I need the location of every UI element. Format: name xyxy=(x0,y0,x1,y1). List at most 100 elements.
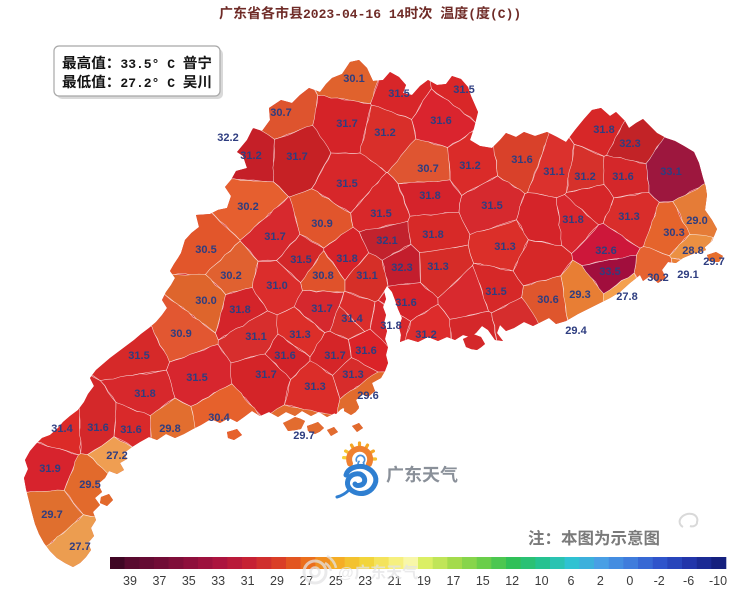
svg-text:29.7: 29.7 xyxy=(293,430,314,442)
svg-text:31.3: 31.3 xyxy=(427,261,448,273)
svg-text:31.5: 31.5 xyxy=(388,88,409,100)
svg-text:31.4: 31.4 xyxy=(341,313,363,325)
svg-text:32.3: 32.3 xyxy=(619,138,640,150)
svg-text:31.6: 31.6 xyxy=(612,171,633,183)
svg-text:31.2: 31.2 xyxy=(374,127,395,139)
svg-text:31.2: 31.2 xyxy=(459,160,480,172)
svg-text:33.5° C: 33.5° C xyxy=(120,57,182,72)
svg-text:31.3: 31.3 xyxy=(289,329,310,341)
svg-text:31.3: 31.3 xyxy=(342,369,363,381)
svg-text:31.1: 31.1 xyxy=(245,331,266,343)
svg-text:29.4: 29.4 xyxy=(565,325,587,337)
svg-text:31.4: 31.4 xyxy=(51,423,73,435)
svg-text:31.2: 31.2 xyxy=(574,171,595,183)
svg-text:6: 6 xyxy=(568,574,575,588)
svg-text:31.5: 31.5 xyxy=(481,200,502,212)
svg-text:29.3: 29.3 xyxy=(569,289,590,301)
svg-text:31: 31 xyxy=(241,574,255,588)
svg-text:31.7: 31.7 xyxy=(311,303,332,315)
svg-text:19: 19 xyxy=(417,574,431,588)
svg-text:30.7: 30.7 xyxy=(270,107,291,119)
svg-text:30.2: 30.2 xyxy=(647,272,668,284)
svg-text:28.8: 28.8 xyxy=(682,245,703,257)
svg-text:@: @ xyxy=(338,565,354,582)
svg-text:31.1: 31.1 xyxy=(356,270,377,282)
svg-text:15: 15 xyxy=(476,574,490,588)
svg-text:29.6: 29.6 xyxy=(357,390,378,402)
svg-text:29.0: 29.0 xyxy=(686,215,707,227)
svg-text:31.1: 31.1 xyxy=(543,166,564,178)
svg-text:31.8: 31.8 xyxy=(593,124,614,136)
svg-text:25: 25 xyxy=(329,574,343,588)
svg-text:31.6: 31.6 xyxy=(87,422,108,434)
svg-text:31.5: 31.5 xyxy=(128,350,149,362)
svg-text:31.8: 31.8 xyxy=(380,320,401,332)
svg-text:31.7: 31.7 xyxy=(264,231,285,243)
svg-text:31.7: 31.7 xyxy=(336,118,357,130)
svg-text:31.5: 31.5 xyxy=(290,254,311,266)
svg-text:30.8: 30.8 xyxy=(312,270,333,282)
svg-text:31.7: 31.7 xyxy=(324,350,345,362)
svg-text:29.7: 29.7 xyxy=(41,509,62,521)
svg-text:12: 12 xyxy=(505,574,519,588)
svg-text:31.5: 31.5 xyxy=(336,178,357,190)
svg-text:31.8: 31.8 xyxy=(419,190,440,202)
svg-text:31.5: 31.5 xyxy=(453,84,474,96)
svg-text:33: 33 xyxy=(211,574,225,588)
svg-text:30.1: 30.1 xyxy=(343,73,364,85)
svg-text:30.6: 30.6 xyxy=(537,294,558,306)
svg-text:30.9: 30.9 xyxy=(170,328,191,340)
svg-text:31.3: 31.3 xyxy=(618,211,639,223)
svg-text:30.7: 30.7 xyxy=(417,163,438,175)
svg-text:32.1: 32.1 xyxy=(376,235,397,247)
svg-text:10: 10 xyxy=(535,574,549,588)
svg-text:27.2: 27.2 xyxy=(106,450,127,462)
svg-text:33.1: 33.1 xyxy=(660,166,681,178)
svg-text:29: 29 xyxy=(270,574,284,588)
svg-text:29.8: 29.8 xyxy=(159,423,180,435)
svg-text:30.9: 30.9 xyxy=(311,218,332,230)
svg-text:31.5: 31.5 xyxy=(186,372,207,384)
svg-text:-2: -2 xyxy=(654,574,665,588)
svg-text:31.8: 31.8 xyxy=(562,214,583,226)
svg-text:31.3: 31.3 xyxy=(304,381,325,393)
svg-text:21: 21 xyxy=(388,574,402,588)
svg-text:31.9: 31.9 xyxy=(39,463,60,475)
svg-text:30.2: 30.2 xyxy=(220,270,241,282)
svg-text:29.5: 29.5 xyxy=(79,479,100,491)
svg-text:31.2: 31.2 xyxy=(415,329,436,341)
svg-text:33.5: 33.5 xyxy=(599,266,620,278)
svg-text:32.3: 32.3 xyxy=(391,262,412,274)
svg-text:31.7: 31.7 xyxy=(255,369,276,381)
svg-text:39: 39 xyxy=(123,574,137,588)
svg-text:31.6: 31.6 xyxy=(120,424,141,436)
svg-text:31.8: 31.8 xyxy=(422,229,443,241)
svg-text:31.5: 31.5 xyxy=(485,286,506,298)
svg-text:32.2: 32.2 xyxy=(217,132,238,144)
svg-text:31.7: 31.7 xyxy=(286,151,307,163)
svg-text:27.7: 27.7 xyxy=(69,541,90,553)
svg-text:23: 23 xyxy=(358,574,372,588)
svg-text:27.2° C: 27.2° C xyxy=(120,76,182,91)
svg-text:31.6: 31.6 xyxy=(511,154,532,166)
svg-text:31.8: 31.8 xyxy=(336,253,357,265)
svg-text:(: ( xyxy=(468,7,476,22)
svg-text:31.5: 31.5 xyxy=(370,208,391,220)
svg-text:0: 0 xyxy=(626,574,633,588)
svg-text:32.6: 32.6 xyxy=(595,245,616,257)
svg-text:31.0: 31.0 xyxy=(266,280,287,292)
svg-text:31.2: 31.2 xyxy=(240,150,261,162)
svg-text:31.6: 31.6 xyxy=(274,350,295,362)
svg-text:-6: -6 xyxy=(683,574,694,588)
svg-text:30.2: 30.2 xyxy=(237,201,258,213)
svg-text:31.8: 31.8 xyxy=(229,304,250,316)
svg-text:2: 2 xyxy=(597,574,604,588)
svg-text:29.7: 29.7 xyxy=(703,256,724,268)
svg-text:17: 17 xyxy=(446,574,460,588)
svg-text:27.8: 27.8 xyxy=(616,291,637,303)
svg-text:30.3: 30.3 xyxy=(663,227,684,239)
svg-text:30.5: 30.5 xyxy=(195,244,216,256)
svg-text:31.6: 31.6 xyxy=(395,297,416,309)
svg-text:31.6: 31.6 xyxy=(355,345,376,357)
svg-text:31.3: 31.3 xyxy=(494,241,515,253)
